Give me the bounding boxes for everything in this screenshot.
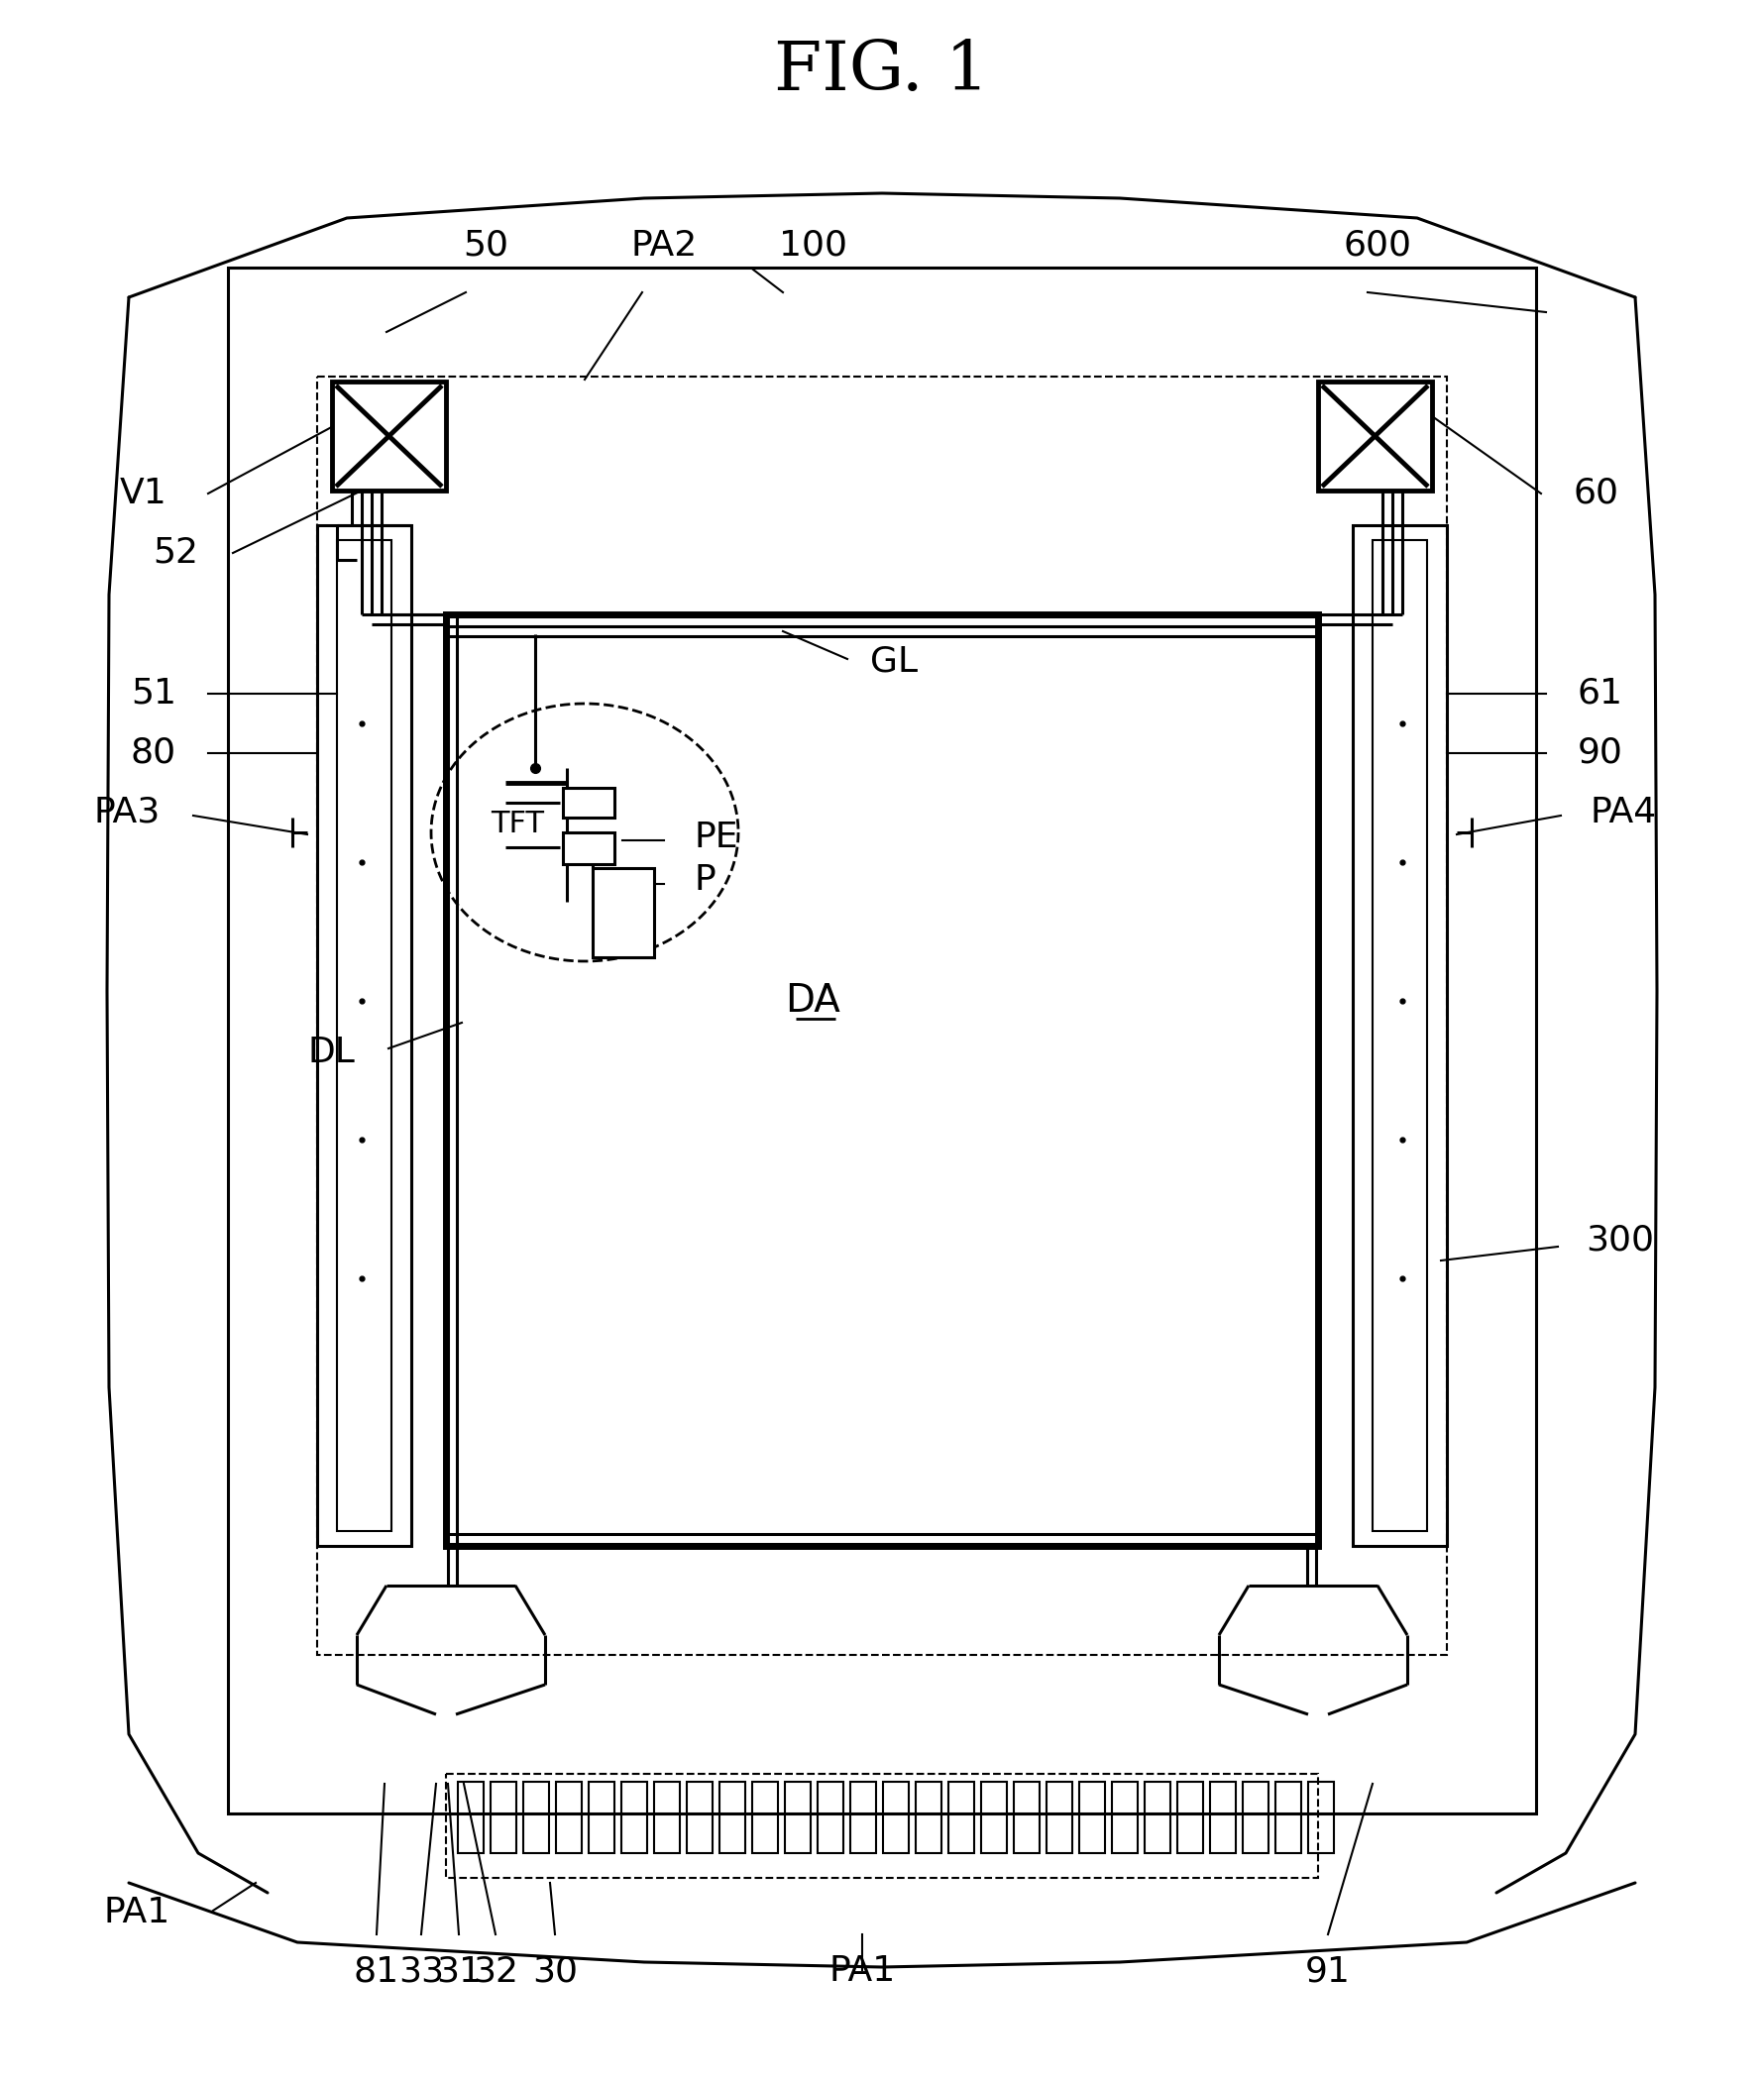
Text: 33: 33: [399, 1954, 445, 1987]
Text: PE: PE: [693, 821, 737, 855]
Bar: [556, 1783, 582, 1854]
Bar: [720, 1783, 744, 1854]
Text: PA3: PA3: [93, 796, 161, 830]
Text: 81: 81: [355, 1954, 399, 1987]
Text: GL: GL: [870, 644, 917, 680]
Bar: [1145, 1783, 1170, 1854]
Bar: [884, 1783, 908, 1854]
Text: 600: 600: [1344, 229, 1411, 263]
Bar: [318, 525, 411, 1545]
Text: DL: DL: [307, 1036, 355, 1070]
Text: 300: 300: [1586, 1224, 1655, 1257]
Bar: [654, 1783, 679, 1854]
Bar: [228, 267, 1536, 1814]
Bar: [1318, 382, 1432, 490]
Bar: [332, 382, 446, 490]
Bar: [446, 615, 1318, 1545]
Bar: [318, 377, 1446, 1655]
Bar: [751, 1783, 778, 1854]
Bar: [981, 1783, 1007, 1854]
Bar: [1177, 1783, 1203, 1854]
Text: PA1: PA1: [104, 1895, 171, 1929]
Bar: [1372, 540, 1427, 1530]
Bar: [446, 1774, 1318, 1879]
Bar: [593, 867, 654, 957]
Text: PA4: PA4: [1591, 796, 1656, 830]
Bar: [1275, 1783, 1302, 1854]
Text: 51: 51: [131, 678, 176, 711]
Bar: [459, 1783, 483, 1854]
Text: P: P: [693, 863, 714, 897]
Bar: [563, 832, 614, 863]
Text: 30: 30: [533, 1954, 579, 1987]
Bar: [337, 540, 392, 1530]
Bar: [916, 1783, 942, 1854]
Bar: [817, 1783, 843, 1854]
Bar: [490, 1783, 517, 1854]
Bar: [524, 1783, 549, 1854]
Bar: [1014, 1783, 1039, 1854]
Bar: [1080, 1783, 1104, 1854]
Text: TFT: TFT: [490, 811, 543, 838]
Bar: [686, 1783, 713, 1854]
Text: V1: V1: [120, 477, 166, 511]
Text: 52: 52: [153, 536, 198, 569]
Text: 91: 91: [1305, 1954, 1351, 1987]
Bar: [1353, 525, 1446, 1545]
Bar: [621, 1783, 647, 1854]
Bar: [850, 1783, 877, 1854]
Bar: [1046, 1783, 1073, 1854]
Bar: [785, 1783, 811, 1854]
Text: 31: 31: [436, 1954, 482, 1987]
Bar: [563, 788, 614, 817]
Text: 32: 32: [473, 1954, 519, 1987]
Text: 90: 90: [1577, 736, 1623, 769]
Bar: [1242, 1783, 1268, 1854]
Bar: [589, 1783, 614, 1854]
Bar: [1309, 1783, 1334, 1854]
Text: 80: 80: [131, 736, 176, 769]
Bar: [1111, 1783, 1138, 1854]
Text: FIG. 1: FIG. 1: [774, 38, 990, 104]
Bar: [949, 1783, 974, 1854]
Text: PA1: PA1: [829, 1954, 896, 1987]
Text: DA: DA: [785, 982, 840, 1020]
Text: 100: 100: [778, 229, 847, 263]
Text: PA2: PA2: [632, 229, 697, 263]
Text: 61: 61: [1577, 678, 1623, 711]
Text: 60: 60: [1573, 477, 1619, 511]
Bar: [1210, 1783, 1237, 1854]
Text: 50: 50: [462, 229, 508, 263]
